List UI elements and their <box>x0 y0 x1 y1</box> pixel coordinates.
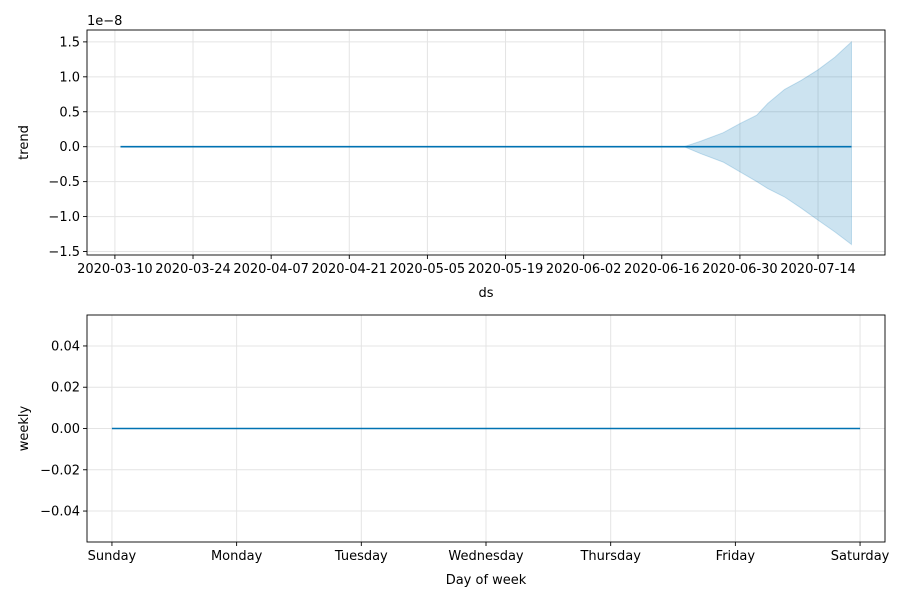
weekly-x-tick-label-3: Wednesday <box>448 549 524 564</box>
trend-panel: 2020-03-10 2020-03-24 2020-04-07 2020-04-21… <box>17 14 886 301</box>
trend-x-tick-label-2: 2020-04-07 <box>233 262 309 277</box>
trend-y-tick-label-5: −1.0 <box>48 210 80 225</box>
weekly-x-axis-label: Day of week <box>446 573 527 588</box>
weekly-x-ticks: Sunday Monday Tuesday Wednesday Thursday Frid… <box>88 542 890 564</box>
weekly-x-tick-label-2: Tuesday <box>334 549 388 564</box>
trend-x-tick-label-4: 2020-05-05 <box>390 262 466 277</box>
weekly-x-tick-label-4: Thursday <box>579 549 641 564</box>
trend-y-tick-label-2: 0.5 <box>59 105 80 120</box>
trend-y-tick-label-6: −1.5 <box>48 245 80 260</box>
trend-uncertainty-band <box>682 40 852 246</box>
weekly-panel: Sunday Monday Tuesday Wednesday Thursday Frid… <box>17 314 890 588</box>
trend-x-tick-label-6: 2020-06-02 <box>546 262 622 277</box>
weekly-x-tick-label-6: Saturday <box>831 549 890 564</box>
weekly-y-tick-label-0: 0.04 <box>51 339 80 354</box>
trend-x-tick-label-8: 2020-06-30 <box>702 262 778 277</box>
weekly-y-axis-label: weekly <box>17 405 32 451</box>
trend-x-tick-label-5: 2020-05-19 <box>468 262 544 277</box>
trend-x-ticks: 2020-03-10 2020-03-24 2020-04-07 2020-04-21… <box>77 255 856 277</box>
trend-y-tick-label-4: −0.5 <box>48 175 80 190</box>
trend-y-tick-label-1: 1.0 <box>59 70 80 85</box>
trend-x-tick-label-1: 2020-03-24 <box>155 262 231 277</box>
trend-y-ticks: 1.5 1.0 0.5 0.0 −0.5 −1.0 −1.5 <box>48 35 87 260</box>
weekly-y-tick-label-4: −0.04 <box>40 505 80 520</box>
trend-x-axis-label: ds <box>478 286 493 301</box>
weekly-x-tick-label-1: Monday <box>211 549 263 564</box>
weekly-x-tick-label-5: Friday <box>716 549 756 564</box>
trend-axes-frame <box>86 29 886 256</box>
trend-y-axis-label: trend <box>17 125 32 160</box>
trend-x-tick-label-7: 2020-06-16 <box>624 262 700 277</box>
trend-x-tick-label-0: 2020-03-10 <box>77 262 153 277</box>
weekly-y-tick-label-2: 0.00 <box>51 422 80 437</box>
trend-y-tick-label-3: 0.0 <box>59 140 80 155</box>
trend-x-tick-label-3: 2020-04-21 <box>311 262 387 277</box>
trend-y-tick-label-0: 1.5 <box>59 35 80 50</box>
weekly-y-tick-label-1: 0.02 <box>51 381 80 396</box>
weekly-x-tick-label-0: Sunday <box>88 549 137 564</box>
weekly-y-tick-label-3: −0.02 <box>40 463 80 478</box>
trend-x-tick-label-9: 2020-07-14 <box>780 262 856 277</box>
trend-y-exponent-label: 1e−8 <box>87 14 122 29</box>
weekly-y-ticks: 0.04 0.02 0.00 −0.02 −0.04 <box>40 339 87 520</box>
